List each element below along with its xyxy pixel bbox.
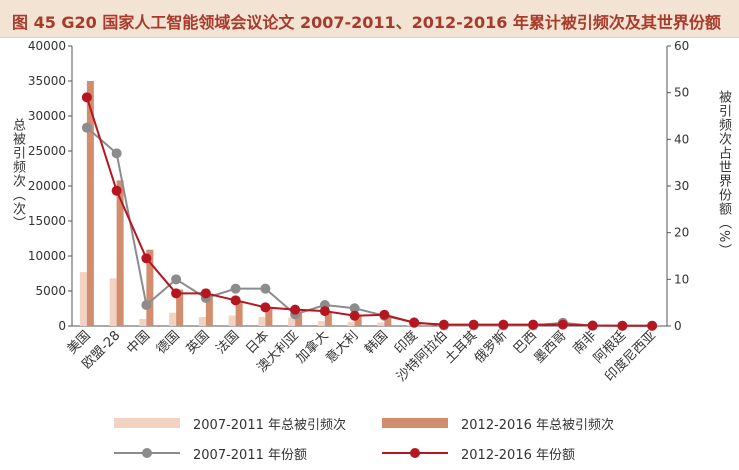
share-point-2012-17 [557,319,568,330]
x-tick-label: 法国 [213,328,242,357]
y-right-tick-label: 30 [674,179,689,193]
y-left-tick-label: 40000 [28,39,66,53]
legend-swatch-bar-2007 [114,418,180,428]
legend-label-line-2007: 2007-2011 年份额 [193,448,307,463]
bar-2012-6 [235,301,243,326]
share-point-2007-1 [81,122,92,133]
y-left-tick-label: 30000 [28,109,66,123]
bar-2012-1 [86,81,94,326]
bar-2012-2 [116,180,124,326]
bar-2007-3 [139,319,147,326]
bar-2007-4 [169,312,177,326]
bar-2007-7 [258,316,266,326]
bar-2012-8 [295,311,303,326]
bar-2007-2 [109,278,117,326]
share-point-2012-4 [171,288,182,299]
share-point-2007-6 [230,283,241,294]
y-left-tick-label: 15000 [28,214,66,228]
y-left-tick-label: 5000 [35,284,66,298]
y-right-tick-label: 50 [674,86,689,100]
legend-label-line-2012: 2012-2016 年份额 [461,448,575,463]
share-point-2012-18 [587,320,598,331]
bar-2007-9 [317,321,325,326]
bar-2007-5 [198,316,206,326]
bar-2007-11 [377,322,385,326]
share-point-2012-6 [230,295,241,306]
share-line-2007 [86,126,653,327]
x-tick-label: 俄罗斯 [472,328,510,366]
x-tick-label: 中国 [124,328,153,357]
share-point-2007-10 [349,303,360,314]
legend-swatch-line-2012 [382,448,448,458]
bar-2007-6 [228,315,236,326]
share-point-2012-7 [260,302,271,313]
x-tick-label: 韩国 [362,328,391,357]
share-point-2012-20 [647,320,658,331]
y-right-tick-label: 60 [674,39,689,53]
share-point-2012-12 [409,317,420,328]
y-axis-left-title: 总被引频次（次） [10,118,25,230]
y-left-tick-label: 10000 [28,249,66,263]
share-point-2012-16 [528,319,539,330]
y-axis-right-title: 被引频次占世界份额（%） [716,90,731,258]
share-point-2012-13 [438,319,449,330]
bar-2012-3 [146,249,154,326]
y-right-tick-label: 10 [674,272,689,286]
share-point-2012-15 [498,319,509,330]
x-tick-label: 土耳其 [442,328,480,366]
chart-title: 图 45 G20 国家人工智能领域会议论文 2007-2011、2012-201… [12,13,721,32]
y-left-tick-label: 25000 [28,144,66,158]
share-point-2007-4 [171,274,182,285]
y-left-tick-label: 35000 [28,74,66,88]
bar-2012-7 [265,308,273,326]
y-left-tick-label: 0 [58,319,66,333]
share-point-2012-14 [468,319,479,330]
share-point-2007-3 [141,300,152,310]
share-point-2012-3 [141,253,152,264]
x-tick-label: 德国 [154,328,183,357]
bar-2007-10 [347,321,355,326]
bar-2007-8 [288,317,296,326]
x-tick-label: 加拿大 [293,328,332,367]
share-point-2012-11 [379,309,390,320]
y-right-tick-label: 40 [674,132,689,146]
legend-swatch-line-2007 [114,448,180,458]
y-right-tick-label: 20 [674,226,689,240]
x-tick-label: 意大利 [323,328,362,367]
bar-2012-10 [354,315,362,326]
y-right-tick-label: 0 [674,319,682,333]
x-tick-label: 英国 [184,328,213,357]
share-point-2007-7 [260,283,271,294]
legend-label-bar-2007: 2007-2011 年总被引频次 [193,418,346,433]
share-point-2012-8 [290,304,301,315]
bar-2012-5 [205,293,213,326]
bar-2007-1 [79,272,87,326]
share-point-2012-10 [349,310,360,321]
bar-2012-9 [324,312,332,326]
share-point-2012-2 [111,185,122,196]
legend-swatch-bar-2012 [382,418,448,428]
title-bar: 图 45 G20 国家人工智能领域会议论文 2007-2011、2012-201… [0,0,739,38]
share-point-2007-2 [111,148,122,159]
legend-label-bar-2012: 2012-2016 年总被引频次 [461,418,614,433]
bar-2012-11 [384,315,392,326]
share-point-2012-9 [319,306,330,317]
bar-2012-4 [176,289,184,326]
share-point-2012-1 [81,92,92,103]
y-left-tick-label: 20000 [28,179,66,193]
share-point-2012-5 [200,288,211,299]
x-tick-label: 墨西哥 [532,328,570,366]
share-point-2012-19 [617,320,628,331]
